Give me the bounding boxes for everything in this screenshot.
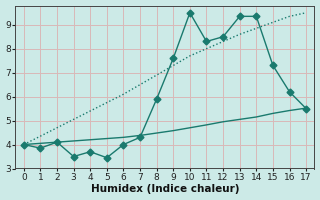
- X-axis label: Humidex (Indice chaleur): Humidex (Indice chaleur): [91, 184, 239, 194]
